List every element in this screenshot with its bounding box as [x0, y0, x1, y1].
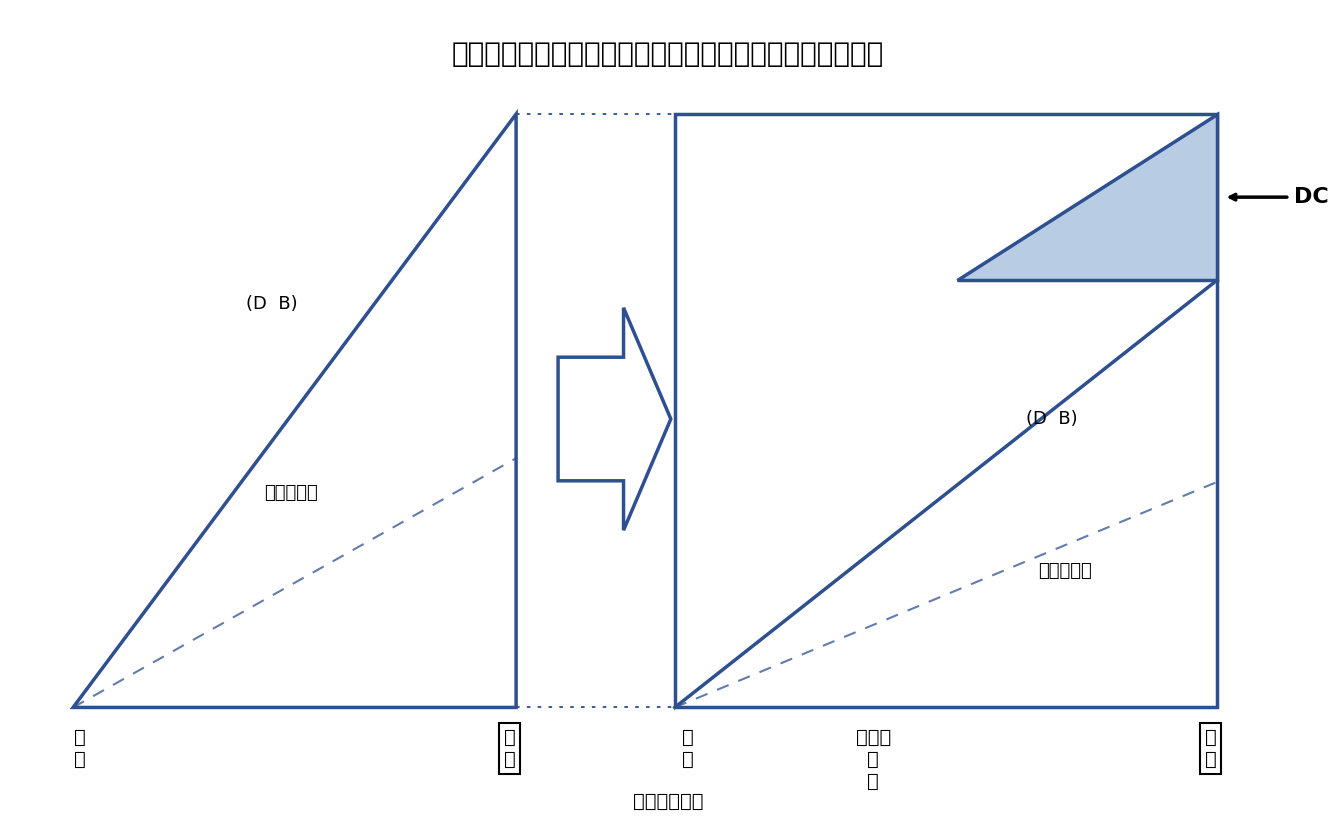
Text: Ｄ　Ｃ
導
入: Ｄ Ｃ 導 入: [855, 728, 890, 791]
Text: DC: DC: [1293, 187, 1328, 207]
Text: （一時金）: （一時金）: [1038, 562, 1092, 581]
Text: (D  B): (D B): [246, 295, 297, 313]
Text: 注：筆者作成: 注：筆者作成: [633, 791, 704, 810]
Text: 入
社: 入 社: [682, 728, 694, 769]
Text: （一時金）: （一時金）: [265, 484, 318, 502]
Text: 入
社: 入 社: [74, 728, 86, 769]
Text: 退
職: 退 職: [504, 728, 516, 769]
Text: 【図表３】退職金制度における企業型ＤＣ移行のイメージ: 【図表３】退職金制度における企業型ＤＣ移行のイメージ: [453, 40, 884, 68]
Text: (D  B): (D B): [1026, 410, 1077, 428]
Text: 退
職: 退 職: [1205, 728, 1217, 769]
Polygon shape: [956, 114, 1217, 280]
